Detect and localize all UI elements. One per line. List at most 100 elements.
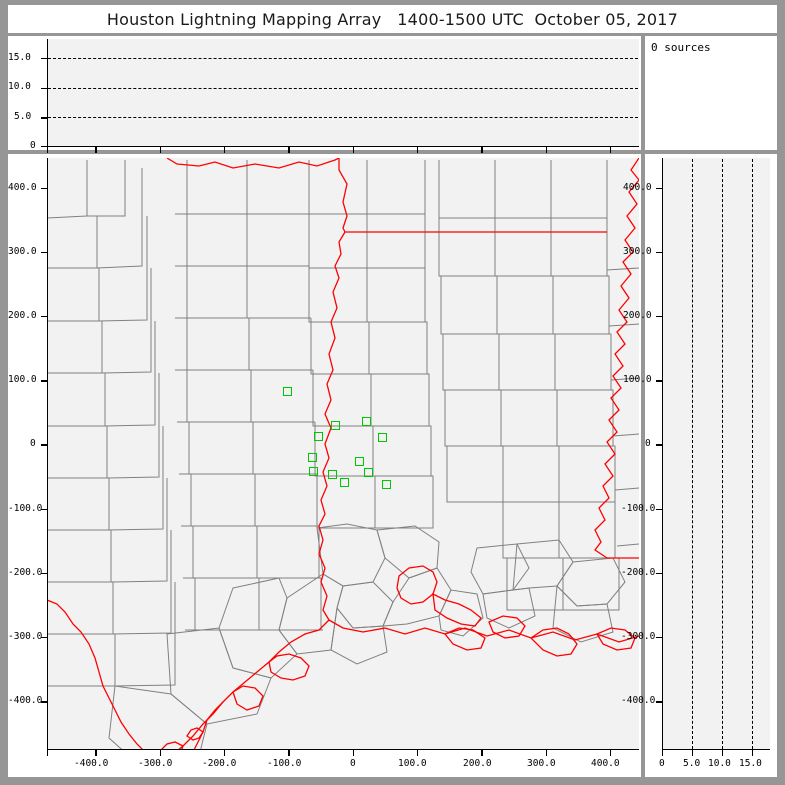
map-xtick--100 bbox=[288, 749, 290, 756]
rt-ylabel--100: -100.0 bbox=[621, 503, 656, 514]
map-ylabel--300: -300.0 bbox=[8, 631, 43, 642]
map-ylabel--200: -200.0 bbox=[8, 567, 43, 578]
map-xtick-400 bbox=[610, 749, 612, 756]
tl-gridline-15 bbox=[48, 57, 638, 59]
tl-ytick-10 bbox=[41, 87, 48, 89]
map-y-axis-line bbox=[47, 158, 49, 750]
rt-gridline-10 bbox=[722, 159, 723, 749]
altitude-vs-north-south-plot-area[interactable] bbox=[662, 158, 770, 749]
map-ytick-0 bbox=[41, 444, 48, 446]
rt-ytick--100 bbox=[656, 508, 663, 510]
map-xlabel-200: 200.0 bbox=[463, 758, 492, 769]
tl-ytick-5 bbox=[41, 117, 48, 119]
tl-ylabel-15: 15.0 bbox=[8, 52, 31, 63]
rt-xtick-0 bbox=[662, 749, 664, 756]
source-count-panel[interactable]: 0 sources bbox=[645, 36, 777, 150]
tl-xtick-400 bbox=[610, 146, 612, 153]
map-xtick-100 bbox=[417, 749, 419, 756]
rt-xlabel-15: 15.0 bbox=[739, 758, 762, 769]
lma-station-marker[interactable] bbox=[308, 466, 318, 476]
tl-xtick--300 bbox=[159, 146, 162, 153]
rt-ytick--200 bbox=[656, 572, 663, 575]
rt-ylabel--400: -400.0 bbox=[621, 695, 656, 706]
map-ylabel-400: 400.0 bbox=[8, 182, 37, 193]
map-xtick--200 bbox=[224, 749, 226, 756]
map-xtick--300 bbox=[159, 749, 162, 756]
rt-ylabel--200: -200.0 bbox=[621, 567, 656, 578]
map-ylabel-0: 0 bbox=[30, 438, 36, 449]
map-xlabel--100: -100.0 bbox=[267, 758, 302, 769]
tl-xtick-0 bbox=[352, 146, 355, 153]
map-ytick-300 bbox=[41, 251, 48, 254]
rt-gridline-15 bbox=[752, 159, 753, 749]
tl-ylabel-0: 0 bbox=[30, 140, 36, 151]
lma-station-marker[interactable] bbox=[378, 432, 388, 442]
map-ytick-100 bbox=[41, 380, 48, 382]
rt-ytick--300 bbox=[656, 637, 663, 639]
lma-station-marker[interactable] bbox=[355, 457, 365, 467]
map-ytick-400 bbox=[41, 187, 48, 189]
lma-station-marker[interactable] bbox=[283, 387, 293, 397]
map-ytick--400 bbox=[41, 701, 48, 703]
plan-view-map-plot-area[interactable] bbox=[47, 158, 639, 749]
rt-ylabel-300: 300.0 bbox=[623, 246, 652, 257]
altitude-vs-north-south-sources bbox=[662, 158, 770, 749]
map-ylabel-100: 100.0 bbox=[8, 374, 37, 385]
rt-xlabel-5: 5.0 bbox=[683, 758, 701, 769]
map-ytick--300 bbox=[41, 637, 48, 639]
altitude-vs-east-west-plot-area[interactable] bbox=[47, 39, 639, 146]
rt-x-axis-line bbox=[662, 749, 770, 751]
tl-xtick-200 bbox=[481, 146, 483, 153]
lma-station-marker[interactable] bbox=[340, 477, 350, 487]
map-xlabel-400: 400.0 bbox=[591, 758, 620, 769]
rt-xtick-10 bbox=[722, 749, 724, 756]
map-ytick-200 bbox=[41, 316, 48, 318]
rt-ylabel-400: 400.0 bbox=[623, 182, 652, 193]
rt-gridline-5 bbox=[692, 159, 693, 749]
rt-ylabel--300: -300.0 bbox=[621, 631, 656, 642]
lma-station-marker[interactable] bbox=[361, 416, 371, 426]
rt-ytick-200 bbox=[656, 316, 663, 318]
tl-gridline-5 bbox=[48, 117, 638, 119]
state-borders bbox=[47, 158, 639, 749]
rt-ytick-400 bbox=[656, 187, 663, 189]
tl-y-axis-line bbox=[47, 39, 49, 147]
map-ylabel--100: -100.0 bbox=[8, 503, 43, 514]
map-xlabel--400: -400.0 bbox=[74, 758, 109, 769]
map-xtick-200 bbox=[481, 749, 483, 756]
page-title: Houston Lightning Mapping Array 1400-150… bbox=[106, 9, 679, 29]
tl-ytick-0 bbox=[41, 146, 48, 148]
tl-xtick-100 bbox=[417, 146, 419, 153]
map-x-axis-line bbox=[47, 749, 639, 751]
tl-x-axis-line bbox=[47, 146, 639, 148]
source-count-label: 0 sources bbox=[651, 41, 711, 54]
plan-view-map-panel[interactable]: 400.0 300.0 200.0 100.0 0 -100.0 -200.0 … bbox=[8, 154, 641, 777]
rt-ylabel-100: 100.0 bbox=[623, 374, 652, 385]
tl-xtick-min bbox=[47, 146, 49, 153]
county-borders bbox=[47, 160, 639, 749]
rt-xlabel-0: 0 bbox=[659, 758, 665, 769]
map-xlabel--300: -300.0 bbox=[138, 758, 173, 769]
altitude-vs-east-west-panel[interactable]: 0 5.0 10.0 15.0 -400.0 -300.0 -200.0 -10… bbox=[8, 36, 641, 165]
map-xlabel-0: 0 bbox=[350, 758, 356, 769]
altitude-vs-north-south-panel[interactable]: 400.0 300.0 200.0 100.0 0 -100.0 -200.0 … bbox=[621, 154, 777, 777]
tl-ylabel-10: 10.0 bbox=[8, 81, 31, 92]
lma-station-marker[interactable] bbox=[308, 452, 318, 462]
map-xlabel-100: 100.0 bbox=[398, 758, 427, 769]
tl-gridline-10 bbox=[48, 87, 638, 89]
map-xlabel--200: -200.0 bbox=[202, 758, 237, 769]
map-ylabel-300: 300.0 bbox=[8, 246, 37, 257]
lma-station-marker[interactable] bbox=[330, 420, 340, 430]
rt-xlabel-10: 10.0 bbox=[708, 758, 731, 769]
lma-station-marker[interactable] bbox=[364, 468, 374, 478]
tl-xtick--100 bbox=[288, 146, 290, 153]
map-xlabel-300: 300.0 bbox=[527, 758, 556, 769]
rt-y-axis-line bbox=[662, 158, 664, 750]
map-ylabel-200: 200.0 bbox=[8, 310, 37, 321]
map-xtick-min bbox=[47, 749, 49, 756]
lma-station-marker[interactable] bbox=[314, 431, 324, 441]
lma-station-marker[interactable] bbox=[382, 479, 392, 489]
lma-station-marker[interactable] bbox=[328, 470, 338, 480]
map-ylabel--400: -400.0 bbox=[8, 695, 43, 706]
